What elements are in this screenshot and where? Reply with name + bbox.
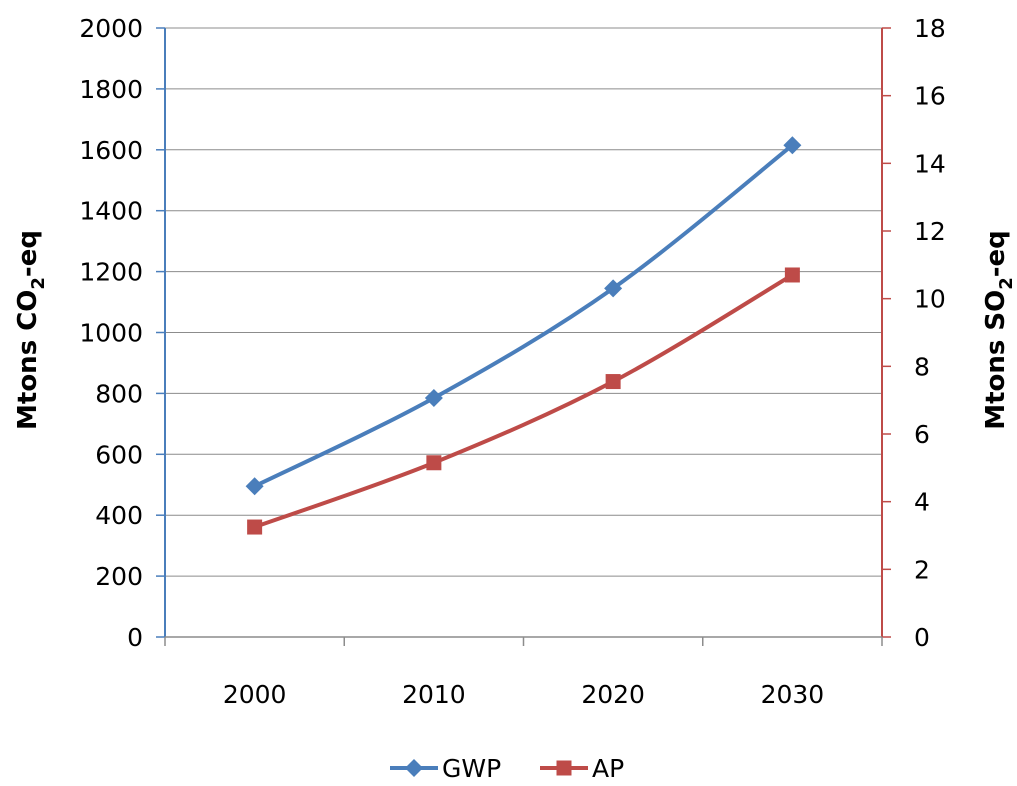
y-left-tick-label: 1400: [79, 197, 143, 226]
legend-label-ap: AP: [592, 754, 624, 782]
y-left-tick-label: 1000: [79, 319, 143, 348]
legend-item-ap: AP: [540, 754, 624, 783]
y-left-tick-label: 1200: [79, 258, 143, 287]
y-left-tick-label: 600: [95, 440, 143, 469]
x-tick-label: 2010: [402, 680, 466, 709]
x-tick-label: 2030: [761, 680, 825, 709]
data-point-ap: [605, 374, 621, 390]
y-right-tick-label: 6: [914, 420, 930, 449]
series-line-gwp: [253, 143, 794, 489]
y-right-tick-label: 18: [914, 14, 946, 43]
data-point-gwp: [424, 388, 443, 407]
legend-marker-ap: [556, 760, 572, 776]
legend-item-gwp: GWP: [390, 754, 501, 783]
y-right-axis-title-sub: 2: [996, 277, 1017, 290]
legend-marker-gwp: [405, 759, 423, 777]
data-point-gwp: [604, 279, 623, 298]
y-left-axis-title-sub: 2: [28, 277, 49, 290]
series-line-ap: [253, 273, 794, 529]
data-point-gwp: [245, 477, 264, 496]
y-left-tick-label: 1800: [79, 75, 143, 104]
legend: GWP AP: [390, 754, 624, 783]
series-layer: [245, 136, 802, 535]
y-left-tick-label: 400: [95, 501, 143, 530]
x-tick-label: 2020: [581, 680, 645, 709]
gridlines: [165, 27, 882, 577]
x-tick-label: 2000: [223, 680, 287, 709]
data-point-gwp: [783, 136, 802, 155]
y-right-tick-label: 16: [914, 82, 946, 111]
data-point-ap: [247, 519, 263, 535]
y-left-tick-label: 800: [95, 379, 143, 408]
y-right-tick-label: 0: [914, 623, 930, 652]
series-ap: [247, 267, 800, 535]
data-point-ap: [426, 455, 442, 471]
y-left-axis-title: Mtons CO2-eq: [13, 230, 49, 430]
y-left-tick-label: 0: [127, 623, 143, 652]
y-right-axis-title: Mtons SO2-eq: [981, 230, 1017, 430]
tick-labels: 0 200 400 600 800 1000 1200 1400 1600 1800 2000 0 2 4…: [79, 14, 945, 709]
y-right-tick-label: 10: [914, 285, 946, 314]
legend-label-gwp: GWP: [442, 754, 501, 782]
data-point-ap: [784, 267, 800, 283]
axes: [156, 27, 891, 646]
y-right-tick-label: 14: [914, 149, 946, 178]
y-left-tick-label: 2000: [79, 14, 143, 43]
y-left-axis-title-tail: -eq: [13, 230, 43, 277]
y-right-tick-label: 2: [914, 555, 930, 584]
y-right-axis-title-tail: -eq: [981, 230, 1011, 277]
y-right-tick-label: 4: [914, 488, 930, 517]
y-right-tick-label: 8: [914, 352, 930, 381]
y-right-tick-label: 12: [914, 217, 946, 246]
y-left-tick-label: 1600: [79, 136, 143, 165]
y-left-tick-label: 200: [95, 562, 143, 591]
series-gwp: [245, 136, 802, 496]
